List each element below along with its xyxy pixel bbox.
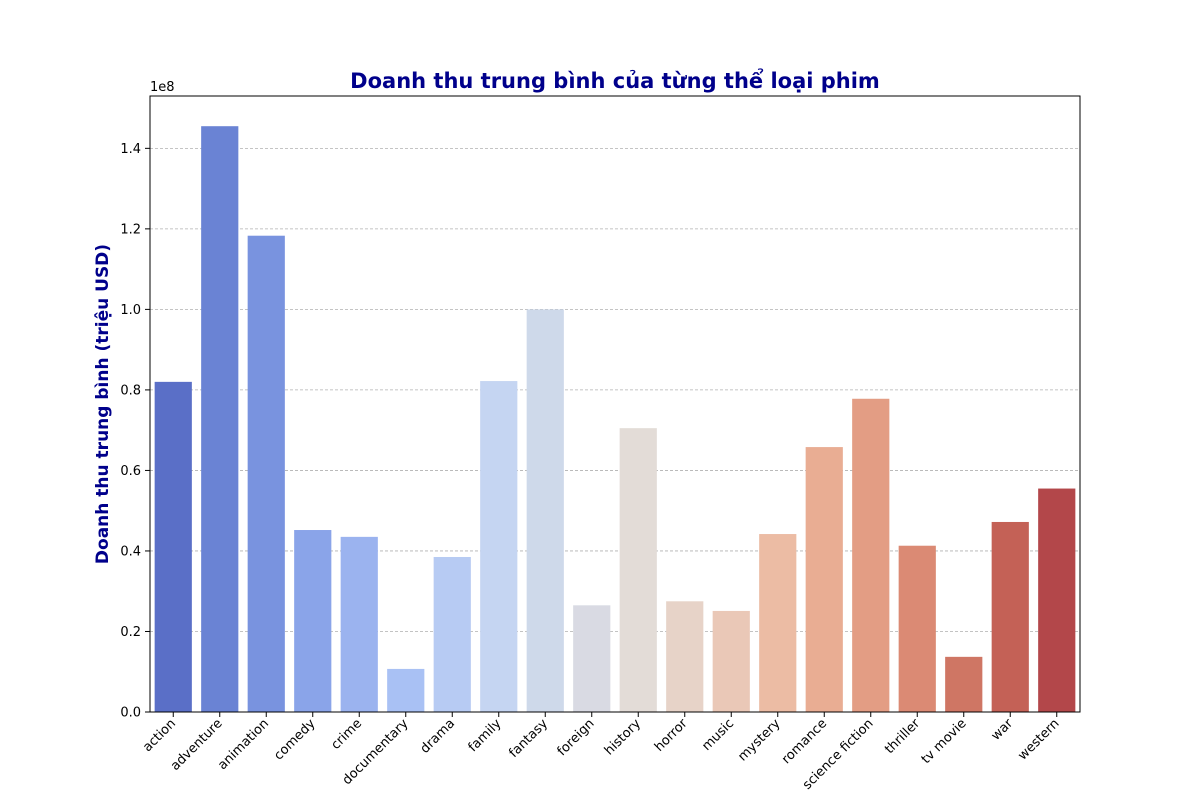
y-tick-label: 0.4 — [120, 544, 141, 559]
x-tick-label: thriller — [882, 716, 923, 757]
x-tick-label: horror — [652, 716, 691, 755]
x-tick-label: action — [140, 716, 179, 755]
bar-action — [154, 381, 192, 712]
y-tick-label: 1.4 — [120, 142, 141, 157]
y-axis-ticks: 0.0 0.2 0.4 0.6 0.8 1.0 1.2 1.4 — [120, 142, 150, 721]
y-tick-label: 0.2 — [120, 625, 141, 640]
bar-tv-movie — [945, 656, 983, 712]
bar-romance — [805, 447, 843, 712]
bar-music — [712, 610, 750, 712]
x-tick-label: family — [466, 716, 505, 755]
y-tick-label: 0.8 — [120, 383, 141, 398]
x-tick-label: animation — [215, 716, 272, 773]
bar-crime — [340, 536, 378, 712]
x-tick-label: crime — [328, 716, 365, 753]
y-axis-label: Doanh thu trung bình (triệu USD) — [93, 244, 113, 564]
bar-drama — [433, 556, 471, 712]
bar-western — [1038, 488, 1076, 712]
bar-documentary — [387, 668, 425, 712]
bar-science-fiction — [852, 398, 890, 712]
chart-title: Doanh thu trung bình của từng thể loại p… — [350, 68, 880, 93]
x-tick-label: music — [699, 716, 737, 754]
bar-history — [619, 428, 657, 712]
x-tick-label: western — [1015, 716, 1062, 763]
x-tick-label: comedy — [271, 716, 318, 763]
x-tick-label: history — [602, 716, 644, 758]
bar-animation — [247, 235, 285, 712]
bar-war — [991, 521, 1029, 712]
y-tick-label: 1.0 — [120, 303, 141, 318]
bar-comedy — [294, 530, 332, 712]
y-axis-offset-label: 1e8 — [150, 80, 175, 95]
bar-family — [480, 381, 518, 712]
x-tick-label: foreign — [555, 716, 598, 759]
x-tick-label: fantasy — [506, 716, 551, 761]
x-tick-label: tv movie — [919, 716, 970, 767]
bar-adventure — [201, 126, 239, 713]
x-tick-label: mystery — [735, 716, 783, 764]
grid-lines — [150, 147, 1080, 632]
bars — [154, 126, 1076, 713]
y-tick-label: 0.6 — [120, 464, 141, 479]
y-tick-label: 0.0 — [120, 706, 141, 721]
x-tick-label: drama — [418, 716, 458, 756]
bar-horror — [666, 601, 704, 712]
bar-mystery — [759, 534, 797, 712]
y-tick-label: 1.2 — [120, 222, 141, 237]
bar-fantasy — [526, 309, 564, 712]
x-tick-label: war — [989, 716, 1017, 744]
bar-foreign — [573, 605, 611, 712]
plot-frame — [149, 95, 1081, 713]
bar-thriller — [898, 545, 936, 712]
